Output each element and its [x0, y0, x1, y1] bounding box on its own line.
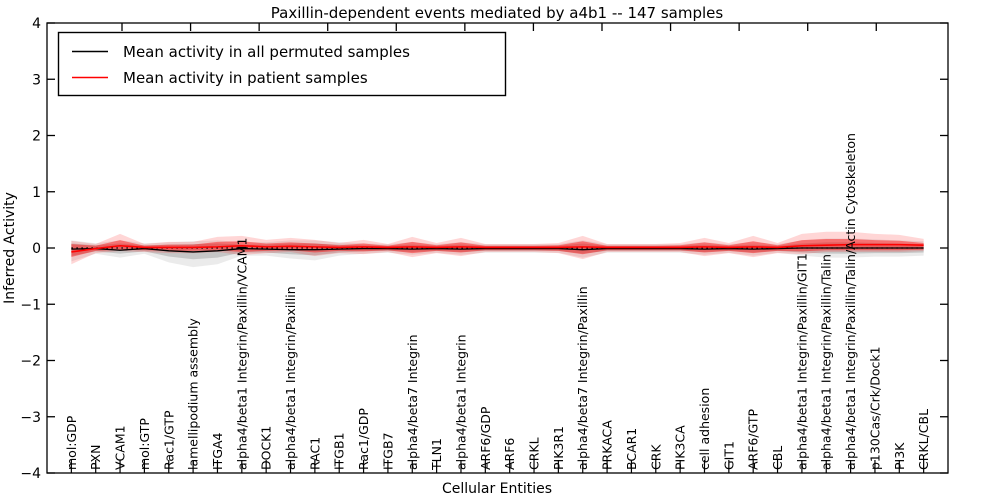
- y-tick-label: 2: [32, 129, 41, 145]
- x-tick-label: BCAR1: [624, 428, 639, 470]
- x-tick-label: CRKL: [527, 437, 542, 470]
- x-tick-label: mol:GDP: [64, 415, 79, 470]
- x-tick-label: CRKL/CBL: [916, 409, 931, 470]
- x-tick-label: Rac1/GTP: [161, 410, 176, 470]
- legend-box: [57, 31, 507, 97]
- x-tick-label: PXN: [88, 445, 103, 470]
- x-tick-label: ARF6: [502, 438, 517, 470]
- permuted-band-halo: [71, 238, 924, 268]
- x-tick-label: lamellipodium assembly: [186, 318, 201, 470]
- mean-permuted-line: [71, 247, 924, 253]
- x-tick-label: alpha4/beta1 Integrin/Paxillin/GIT1: [794, 253, 809, 470]
- y-tick-label: 0: [32, 241, 41, 257]
- y-tick-label: −1: [20, 297, 41, 313]
- x-tick-label: ITGA4: [210, 432, 225, 470]
- x-tick-label: VCAM1: [113, 425, 128, 470]
- x-axis-label: Cellular Entities: [442, 481, 552, 497]
- y-tick-label: 3: [32, 72, 41, 88]
- mean-patient-line: [71, 243, 924, 253]
- y-tick-label: −4: [20, 466, 41, 482]
- legend-label-patient: Mean activity in patient samples: [123, 69, 368, 87]
- x-tick-label: PIK3CA: [673, 425, 688, 470]
- x-tick-label: ARF6/GTP: [746, 409, 761, 470]
- x-tick-label: DOCK1: [259, 426, 274, 470]
- x-tick-label: alpha4/beta7 Integrin/Paxillin: [575, 286, 590, 470]
- x-tick-label: ITGB7: [380, 432, 395, 470]
- x-tick-label: alpha4/beta7 Integrin: [405, 334, 420, 470]
- chart-title: Paxillin-dependent events mediated by a4…: [271, 4, 724, 22]
- tick-label-layer: 4 3 2 1 0 −1 −2 −3 −4 mol:GDP PXN VCAM1 mol:GTP Rac1/…: [20, 16, 931, 482]
- x-tick-label: TLN1: [429, 438, 444, 471]
- x-tick-label: ARF6/GDP: [478, 406, 493, 470]
- x-tick-label: alpha4/beta1 Integrin/Paxillin/Talin: [819, 254, 834, 470]
- x-tick-label: PRKACA: [600, 420, 615, 470]
- x-tick-label: PIK3R1: [551, 426, 566, 470]
- legend-label-permuted: Mean activity in all permuted samples: [123, 43, 410, 61]
- y-tick-label: 4: [32, 16, 41, 32]
- x-tick-label: alpha4/beta1 Integrin/Paxillin/Talin/Act…: [843, 133, 858, 470]
- x-tick-label: ITGB1: [332, 432, 347, 470]
- x-tick-label: CBL: [770, 446, 785, 470]
- legend: Mean activity in all permuted samples Me…: [57, 31, 507, 97]
- x-tick-label: GIT1: [721, 441, 736, 470]
- plot-frame: [46, 22, 949, 474]
- line-layer: [71, 243, 924, 253]
- x-tick-label: mol:GTP: [137, 418, 152, 470]
- y-axis-label: Inferred Activity: [2, 192, 18, 304]
- y-tick-label: −3: [20, 410, 41, 426]
- x-tick-label: alpha4/beta1 Integrin: [453, 334, 468, 470]
- y-tick-label: 1: [32, 185, 41, 201]
- y-tick-label: −2: [20, 354, 41, 370]
- x-tick-label: alpha4/beta1 Integrin/Paxillin/VCAM1: [234, 238, 249, 470]
- x-tick-label: Rac1/GDP: [356, 408, 371, 470]
- x-tick-label: p130Cas/Crk/Dock1: [867, 346, 882, 470]
- x-tick-label: cell adhesion: [697, 388, 712, 470]
- x-tick-label: PI3K: [892, 442, 907, 470]
- x-tick-label: RAC1: [307, 437, 322, 470]
- x-tick-label: alpha4/beta1 Integrin/Paxillin: [283, 286, 298, 470]
- x-tick-label: CRK: [648, 444, 663, 470]
